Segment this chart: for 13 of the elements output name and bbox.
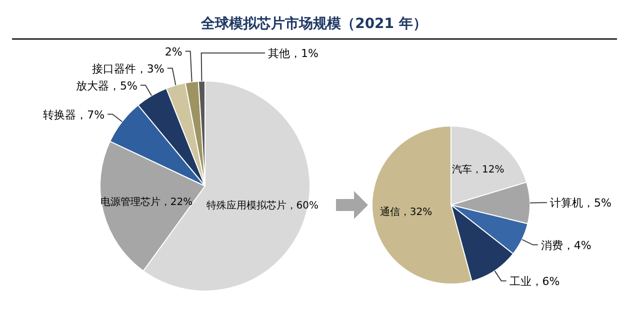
data-label: 2% <box>164 45 182 58</box>
slice-label: 其他，1% <box>268 47 318 60</box>
slice-label: 转换器，7% <box>43 108 105 122</box>
slice-label: 汽车，12% <box>452 164 504 176</box>
slice-label: 放大器，5% <box>76 79 138 92</box>
slice-label: 计算机，5% <box>550 196 612 210</box>
slice-label: 特殊应用模拟芯片，60% <box>206 200 319 212</box>
slice-label: 电源管理芯片，22% <box>100 196 193 208</box>
chart-title: 全球模拟芯片市场规模（2021 年） <box>200 15 427 32</box>
slice-label: 通信，32% <box>380 206 432 218</box>
slice-label: 工业，6% <box>509 274 560 288</box>
slice-label: 消费，4% <box>540 238 592 252</box>
slice-label: 接口器件，3% <box>92 62 164 76</box>
